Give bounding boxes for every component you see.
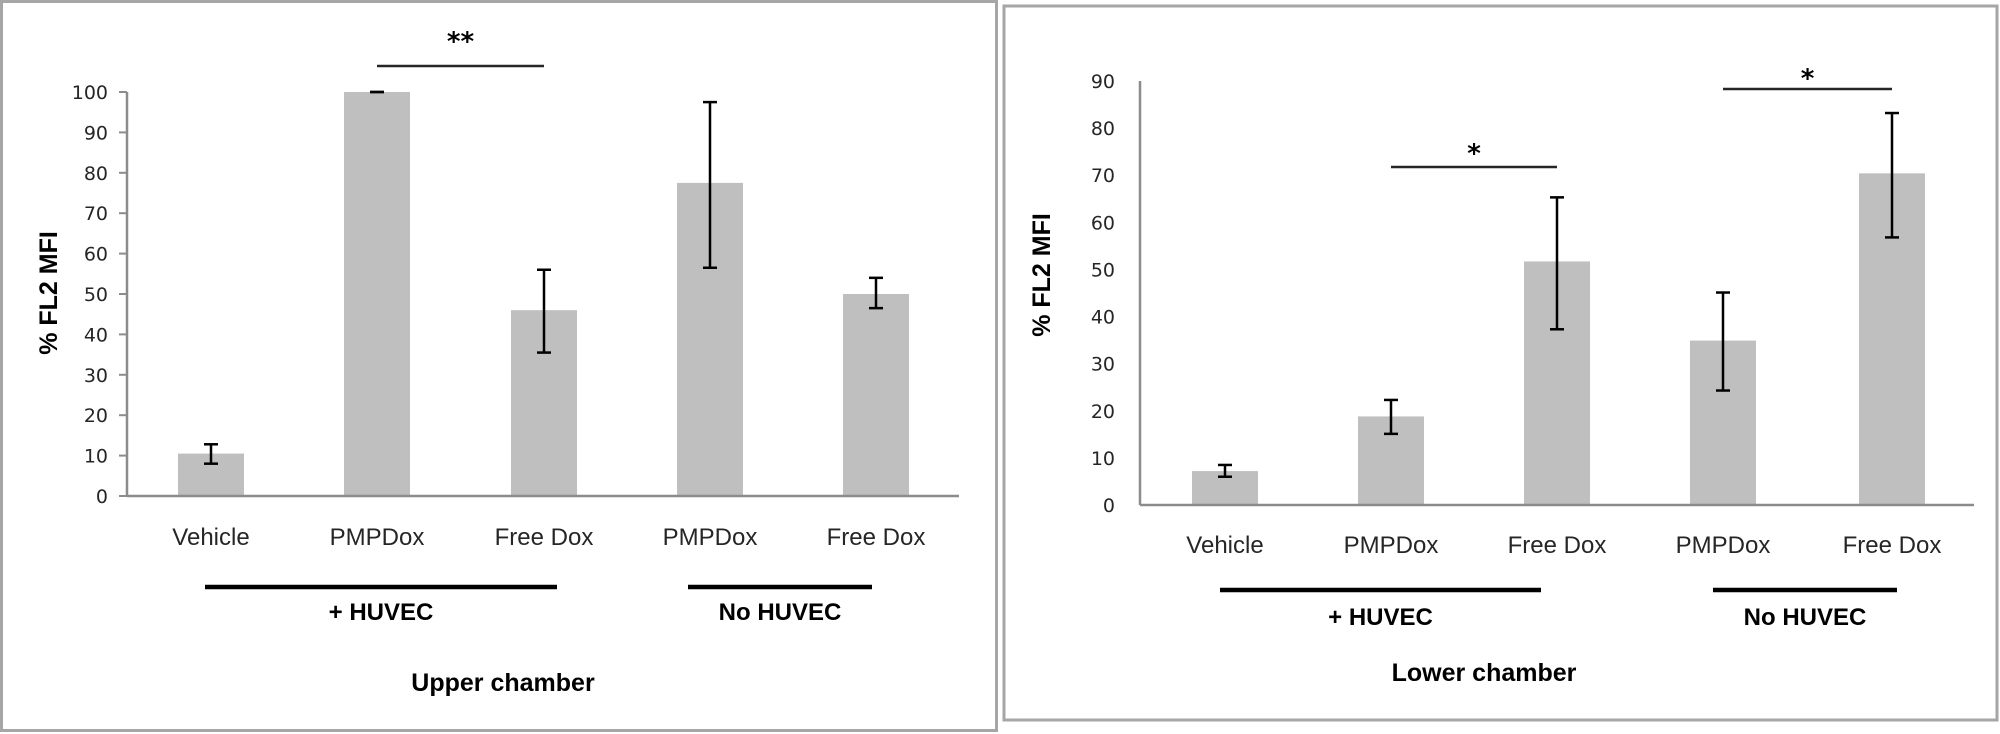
x-category-label: Free Dox <box>1843 532 1942 559</box>
error-bar <box>1218 463 1232 478</box>
y-tick-label: 100 <box>72 82 108 104</box>
panel-border <box>0 0 998 732</box>
y-tick-label: 50 <box>84 284 108 306</box>
y-axis-label: % FL2 MFI <box>1028 213 1056 337</box>
y-tick-label: 20 <box>84 405 108 427</box>
group-label: + HUVEC <box>329 599 434 626</box>
y-tick-label: 30 <box>84 365 108 387</box>
x-category-label: PMPDox <box>330 524 425 551</box>
y-tick-label: 0 <box>96 486 108 508</box>
x-category-label: PMPDox <box>1676 532 1771 559</box>
error-bar <box>703 100 717 269</box>
error-bar <box>1885 111 1899 239</box>
y-tick-label: 70 <box>84 203 108 225</box>
upper-chamber-panel: 0 10 20 30 40 50 60 70 80 90 100 Vehicle PMPDox Free … <box>0 0 998 732</box>
y-tick-label: 80 <box>84 163 108 185</box>
y-tick-label: 90 <box>84 122 108 144</box>
lower-chamber-panel: 0 10 20 30 40 50 60 70 80 90 Vehicle PMPDox Free Dox… <box>1002 4 1999 722</box>
y-tick-label: 40 <box>1091 307 1115 329</box>
chamber-label: Lower chamber <box>1392 659 1577 687</box>
panel-border <box>1002 4 1999 722</box>
upper-chamber-plot: 0 10 20 30 40 50 60 70 80 90 100 Vehicle PMPDox Free … <box>72 27 959 626</box>
x-category-label: Free Dox <box>1508 532 1607 559</box>
y-tick-label: 10 <box>1091 448 1115 470</box>
error-bar <box>1716 291 1730 392</box>
x-category-label: PMPDox <box>1344 532 1439 559</box>
group-label: + HUVEC <box>1328 604 1433 631</box>
error-bar <box>537 268 551 354</box>
y-tick-label: 60 <box>84 244 108 266</box>
error-bar <box>869 276 883 310</box>
group-label: No HUVEC <box>719 599 842 626</box>
bar <box>344 92 410 496</box>
x-category-label: Free Dox <box>495 524 594 551</box>
bar <box>843 294 909 496</box>
y-tick-label: 30 <box>1091 354 1115 376</box>
x-category-label: Free Dox <box>827 524 926 551</box>
x-category-label: PMPDox <box>663 524 758 551</box>
error-bar <box>1550 196 1564 331</box>
y-tick-label: 90 <box>1091 71 1115 93</box>
y-tick-label: 80 <box>1091 118 1115 140</box>
y-tick-label: 60 <box>1091 212 1115 234</box>
x-category-label: Vehicle <box>172 524 249 551</box>
y-tick-label: 50 <box>1091 259 1115 281</box>
error-bar <box>1384 398 1398 436</box>
significance-marker: ** <box>447 27 475 57</box>
y-tick-label: 70 <box>1091 165 1115 187</box>
y-tick-label: 20 <box>1091 401 1115 423</box>
y-axis-label: % FL2 MFI <box>35 231 63 355</box>
y-tick-label: 40 <box>84 324 108 346</box>
y-tick-label: 10 <box>84 446 108 468</box>
significance-marker: * <box>1801 64 1815 94</box>
lower-chamber-plot: 0 10 20 30 40 50 60 70 80 90 Vehicle PMPDox Free Dox… <box>1091 64 1974 631</box>
error-bar <box>204 443 218 465</box>
chamber-label: Upper chamber <box>411 669 595 697</box>
significance-marker: * <box>1467 139 1481 169</box>
y-tick-label: 0 <box>1103 495 1115 517</box>
x-category-label: Vehicle <box>1186 532 1263 559</box>
group-label: No HUVEC <box>1744 604 1867 631</box>
